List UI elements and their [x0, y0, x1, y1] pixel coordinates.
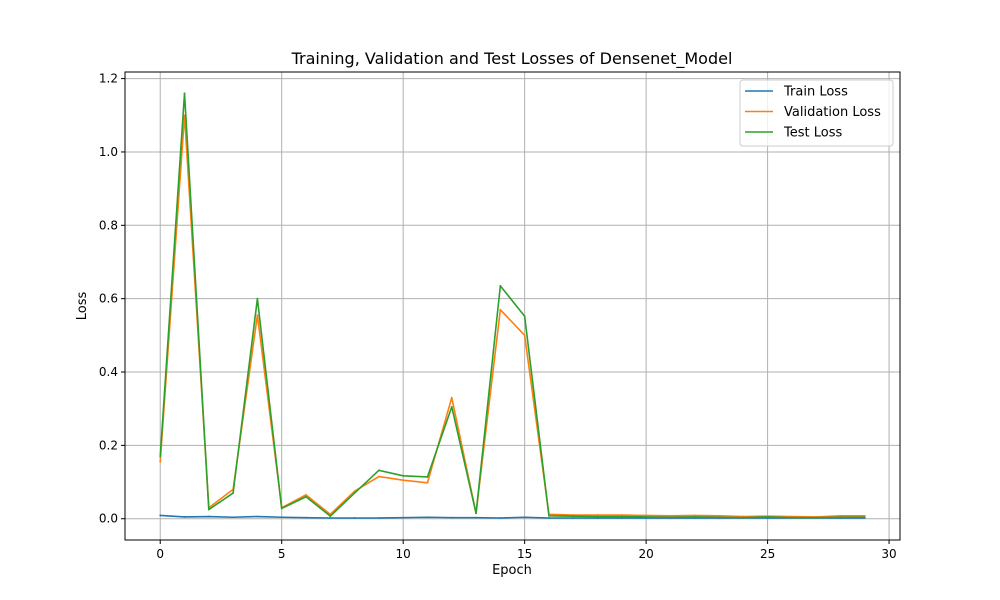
data-point: [377, 475, 380, 478]
data-point: [523, 334, 526, 337]
data-point: [620, 517, 623, 519]
data-point: [718, 514, 720, 517]
y-tick-label: 1.0: [99, 145, 118, 159]
data-point: [305, 516, 307, 519]
series-lines: [159, 92, 866, 519]
legend-label: Train Loss: [783, 85, 848, 100]
x-tick-label: 25: [760, 547, 775, 561]
data-point: [426, 516, 429, 519]
y-tick-label: 0.0: [99, 512, 118, 526]
data-point: [402, 516, 405, 519]
data-point: [596, 514, 599, 516]
data-point: [450, 516, 453, 519]
legend-label: Test Loss: [783, 126, 842, 141]
data-point: [450, 396, 453, 399]
grid: [125, 72, 900, 540]
data-point: [256, 515, 259, 518]
data-point: [815, 516, 818, 519]
data-point: [839, 516, 842, 519]
legend-box: [739, 79, 894, 147]
x-tick-label: 0: [156, 547, 164, 561]
data-point: [256, 314, 259, 317]
data-point: [377, 469, 380, 472]
data-point: [280, 516, 283, 519]
data-point: [499, 284, 502, 287]
data-point: [207, 515, 210, 518]
data-point: [572, 515, 575, 518]
data-point: [353, 492, 356, 494]
data-point: [402, 474, 405, 477]
data-point: [159, 514, 162, 517]
data-point: [620, 514, 623, 516]
data-point: [742, 516, 745, 519]
data-point: [718, 516, 720, 519]
data-point: [426, 481, 429, 484]
data-point: [863, 516, 866, 519]
x-tick-label: 10: [396, 547, 411, 561]
data-point: [305, 495, 307, 498]
data-point: [669, 514, 672, 517]
data-point: [523, 315, 526, 318]
data-point: [159, 460, 162, 463]
data-point: [669, 516, 672, 519]
data-point: [499, 308, 502, 311]
data-point: [256, 297, 259, 300]
data-point: [645, 515, 648, 518]
data-point: [596, 517, 599, 519]
data-point: [329, 517, 332, 519]
axes-frame: [124, 71, 901, 541]
data-point: [207, 508, 210, 511]
y-axis-label: Loss: [75, 292, 90, 321]
data-point: [475, 512, 477, 515]
ticks: 0 5 10 15 20 25 30 0.0 0.2 0.4 0.6 0.8 1.0 1.2: [99, 72, 897, 561]
data-point: [790, 516, 793, 519]
legend: Train Loss Validation Loss Test Loss: [739, 79, 894, 147]
data-point: [548, 517, 550, 519]
legend-label: Validation Loss: [784, 105, 881, 120]
x-axis-label: Epoch: [492, 563, 532, 578]
data-point: [620, 515, 623, 518]
data-point: [426, 476, 429, 478]
y-tick-label: 0.8: [99, 218, 118, 232]
data-point: [280, 507, 283, 510]
data-point: [596, 515, 599, 518]
data-point: [353, 517, 356, 519]
data-point: [377, 517, 380, 519]
x-tick-label: 20: [638, 547, 653, 561]
data-point: [548, 514, 550, 517]
y-tick-label: 0.2: [99, 438, 118, 452]
x-tick-label: 30: [881, 547, 896, 561]
data-point: [863, 514, 866, 517]
data-point: [499, 517, 502, 519]
data-point: [645, 514, 648, 517]
data-point: [232, 492, 235, 494]
data-point: [523, 516, 526, 519]
x-tick-label: 5: [278, 547, 286, 561]
data-point: [402, 479, 405, 482]
data-point: [475, 516, 477, 519]
y-tick-label: 1.2: [99, 72, 118, 86]
series-line-2: [159, 114, 865, 518]
data-point: [329, 515, 332, 518]
data-point: [305, 493, 307, 496]
data-point: [450, 405, 453, 408]
data-point: [183, 92, 186, 95]
data-point: [693, 514, 696, 517]
data-point: [572, 517, 575, 519]
data-point: [159, 455, 162, 458]
chart-title: Training, Validation and Test Losses of …: [291, 49, 733, 69]
data-point: [183, 114, 186, 117]
data-point: [839, 514, 842, 517]
data-point: [766, 515, 769, 518]
data-point: [232, 516, 235, 519]
data-point: [693, 515, 696, 518]
y-tick-label: 0.6: [99, 292, 118, 306]
x-tick-label: 15: [517, 547, 532, 561]
y-tick-label: 0.4: [99, 365, 118, 379]
data-point: [183, 515, 186, 518]
series-line-3: [159, 92, 865, 519]
